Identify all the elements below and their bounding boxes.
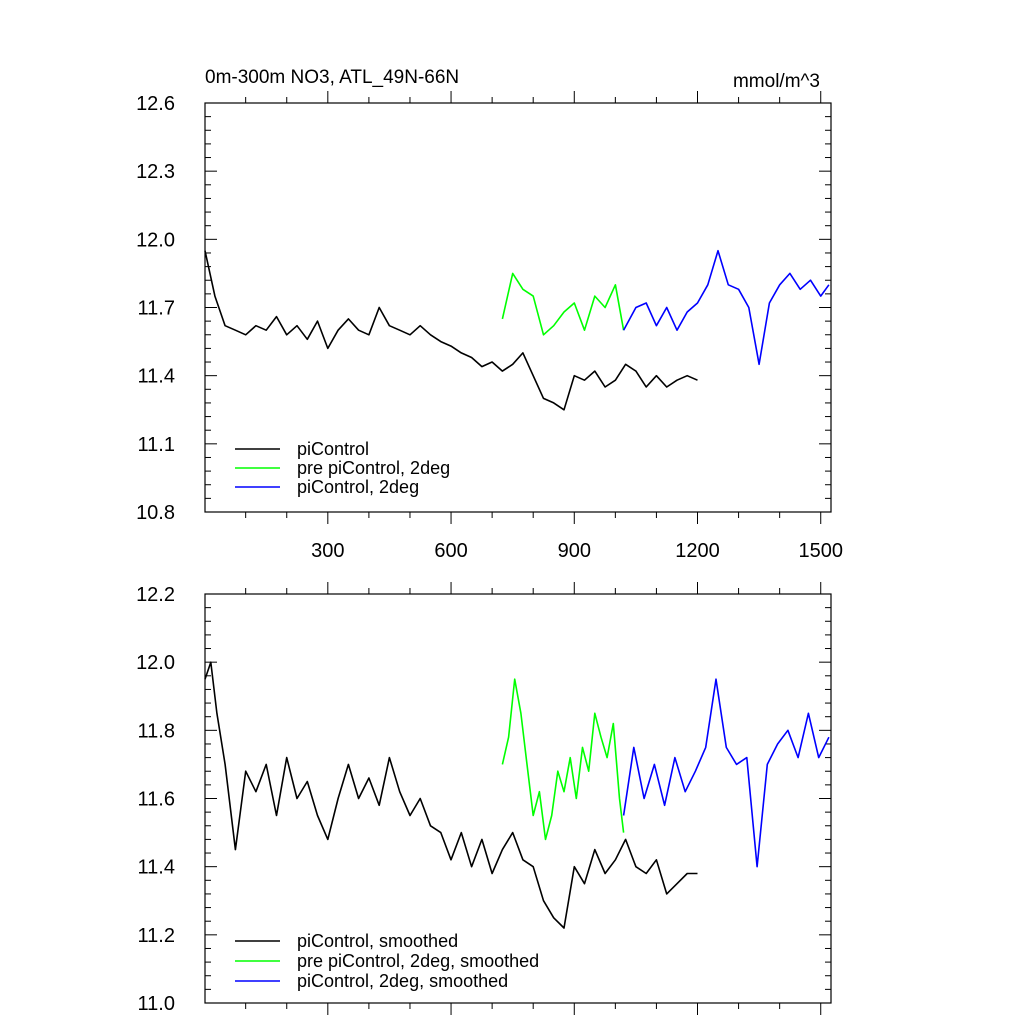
legend-label: piControl, 2deg, smoothed: [297, 971, 508, 991]
y-tick-label: 11.6: [138, 789, 175, 811]
y-tick-label: 12.3: [136, 161, 175, 183]
series-line-1: [204, 661, 698, 929]
y-tick-label: 11.4: [138, 857, 175, 879]
x-tick-label: 600: [434, 540, 467, 562]
y-tick-label: 11.8: [138, 720, 175, 742]
series-line-1: [204, 250, 698, 411]
bottom-panel: 11.0 11.2 11.4 11.6 11.8 12.0 12.2 piControl, s…: [136, 582, 832, 1015]
series-line-3: [622, 249, 830, 366]
legend-label: pre piControl, 2deg: [297, 458, 450, 478]
top-panel: 10.8 11.1 11.4 11.7 12.0 12.3 12.6 300 600 900 120…: [136, 91, 843, 562]
x-tick-label: 1500: [798, 540, 843, 562]
x-tick-label: 1200: [675, 540, 720, 562]
y-tick-label: 11.2: [138, 925, 175, 947]
y-tick-label: 11.4: [138, 366, 175, 388]
legend-label: pre piControl, 2deg, smoothed: [297, 951, 539, 971]
legend-label: piControl, smoothed: [297, 931, 458, 951]
y-tick-label: 11.0: [138, 993, 175, 1015]
chart-title: 0m-300m NO3, ATL_49N-66N: [205, 67, 459, 88]
legend-label: piControl, 2deg: [297, 477, 419, 497]
y-tick-label: 11.7: [138, 298, 175, 320]
y-tick-label: 11.1: [138, 434, 175, 456]
series-line-2: [501, 272, 625, 336]
y-tick-label: 12.2: [136, 584, 175, 606]
x-tick-label: 900: [558, 540, 591, 562]
y-tick-label: 10.8: [136, 502, 175, 524]
x-tick-label: 300: [311, 540, 344, 562]
series-line-2: [501, 678, 625, 841]
units-label: mmol/m^3: [733, 71, 820, 92]
legend-label: piControl: [297, 439, 369, 459]
series-line-3: [622, 678, 830, 868]
y-tick-label: 12.0: [136, 652, 175, 674]
y-tick-label: 12.6: [136, 93, 175, 115]
y-tick-label: 12.0: [136, 229, 175, 251]
